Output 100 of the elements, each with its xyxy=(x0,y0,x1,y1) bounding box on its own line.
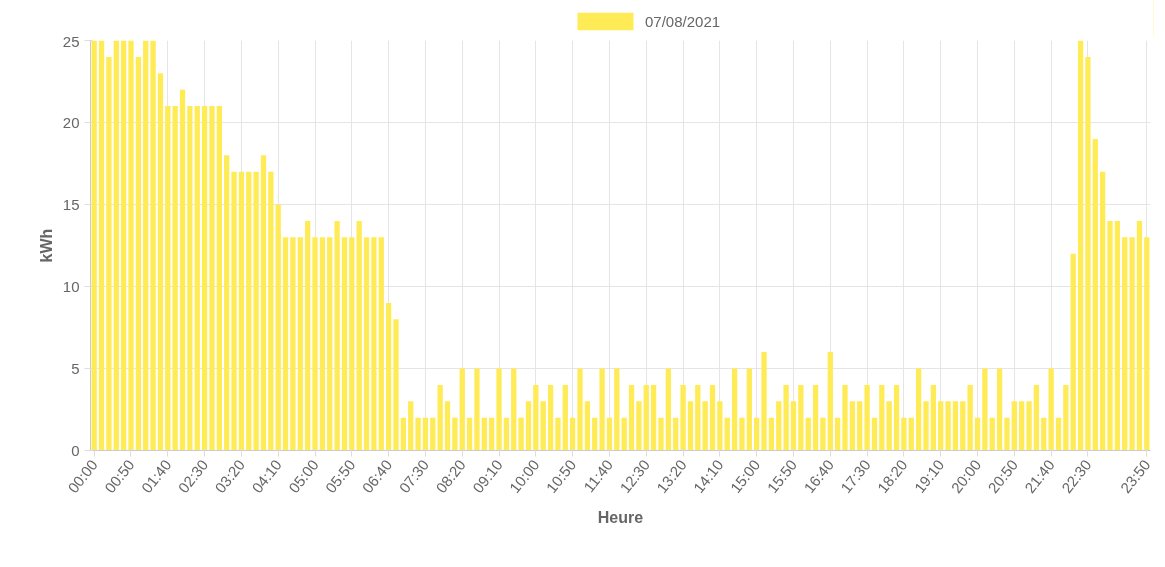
bar xyxy=(547,384,554,451)
bar xyxy=(525,401,532,451)
bar xyxy=(879,384,885,451)
bar xyxy=(938,401,944,451)
bar xyxy=(422,417,429,451)
bar xyxy=(400,417,406,451)
bar xyxy=(305,220,311,451)
bar xyxy=(231,171,237,451)
y-tick-label: 5 xyxy=(71,359,80,377)
bar xyxy=(724,417,730,451)
bar xyxy=(901,417,907,451)
bar xyxy=(349,237,355,451)
bar xyxy=(915,368,922,451)
bar xyxy=(444,401,451,451)
bar xyxy=(930,384,936,451)
bar xyxy=(658,417,664,451)
bar xyxy=(98,40,105,451)
bar xyxy=(1033,384,1040,451)
bar xyxy=(268,171,274,451)
bar xyxy=(334,220,340,451)
bar xyxy=(628,384,635,451)
bar xyxy=(577,368,583,451)
bar xyxy=(945,401,951,451)
bar xyxy=(106,56,112,451)
bar xyxy=(1011,401,1017,451)
bar xyxy=(128,40,134,451)
bar xyxy=(570,417,576,451)
bar xyxy=(260,155,267,451)
bar xyxy=(459,368,465,451)
bar xyxy=(120,40,127,451)
bar xyxy=(511,368,517,451)
bar xyxy=(1077,40,1084,451)
bar xyxy=(312,237,318,451)
bar xyxy=(761,352,767,451)
bar xyxy=(974,417,981,451)
bar xyxy=(150,40,156,451)
bar xyxy=(599,368,605,451)
bar xyxy=(687,401,694,451)
bar xyxy=(1129,237,1135,451)
legend-label: 07/08/2021 xyxy=(645,12,721,30)
bar xyxy=(1048,368,1054,451)
bar xyxy=(1070,253,1076,451)
bar xyxy=(989,417,995,451)
bar xyxy=(437,384,443,451)
bar xyxy=(216,106,222,451)
bar xyxy=(798,384,804,451)
bar xyxy=(518,417,524,451)
bar xyxy=(378,237,384,451)
y-tick-label: 15 xyxy=(62,195,80,213)
bar xyxy=(893,384,900,451)
bar xyxy=(1085,56,1091,451)
y-tick-label: 10 xyxy=(62,277,80,295)
bar xyxy=(356,220,362,451)
bar xyxy=(665,368,671,451)
x-axis-title: Heure xyxy=(597,509,644,527)
bar xyxy=(1136,220,1143,451)
y-tick-label: 0 xyxy=(71,441,80,459)
bar xyxy=(489,417,495,451)
bar xyxy=(135,56,141,451)
bar xyxy=(643,384,649,451)
bar xyxy=(967,384,973,451)
y-tick-label: 25 xyxy=(62,32,80,50)
bar xyxy=(592,417,598,451)
bar xyxy=(143,40,149,451)
bar xyxy=(952,401,959,451)
bar xyxy=(886,401,892,451)
bar xyxy=(768,417,775,451)
bar xyxy=(341,237,348,451)
bar xyxy=(827,352,833,451)
bar xyxy=(238,171,245,451)
bar xyxy=(157,73,164,451)
bar xyxy=(1041,417,1047,451)
bar xyxy=(474,368,480,451)
bar xyxy=(327,237,333,451)
bar xyxy=(496,368,502,451)
bar xyxy=(871,417,878,451)
bar xyxy=(695,384,701,451)
bar xyxy=(1100,171,1106,451)
bar xyxy=(842,384,848,451)
y-axis-title: kWh xyxy=(37,228,55,263)
bar xyxy=(246,171,252,451)
bar xyxy=(172,106,178,451)
bar xyxy=(555,417,561,451)
bar xyxy=(636,401,642,451)
bar xyxy=(680,384,686,451)
bar xyxy=(187,106,193,451)
bar xyxy=(179,89,186,451)
bar xyxy=(452,417,458,451)
bar xyxy=(481,417,487,451)
bar xyxy=(650,384,657,451)
bar xyxy=(415,417,421,451)
bar xyxy=(790,401,797,451)
bar xyxy=(1026,401,1032,451)
bar xyxy=(297,237,303,451)
bar xyxy=(739,417,745,451)
y-tick-label: 20 xyxy=(62,113,80,131)
bar xyxy=(621,417,627,451)
bar xyxy=(717,401,723,451)
bar xyxy=(1092,138,1098,451)
bar xyxy=(606,417,613,451)
